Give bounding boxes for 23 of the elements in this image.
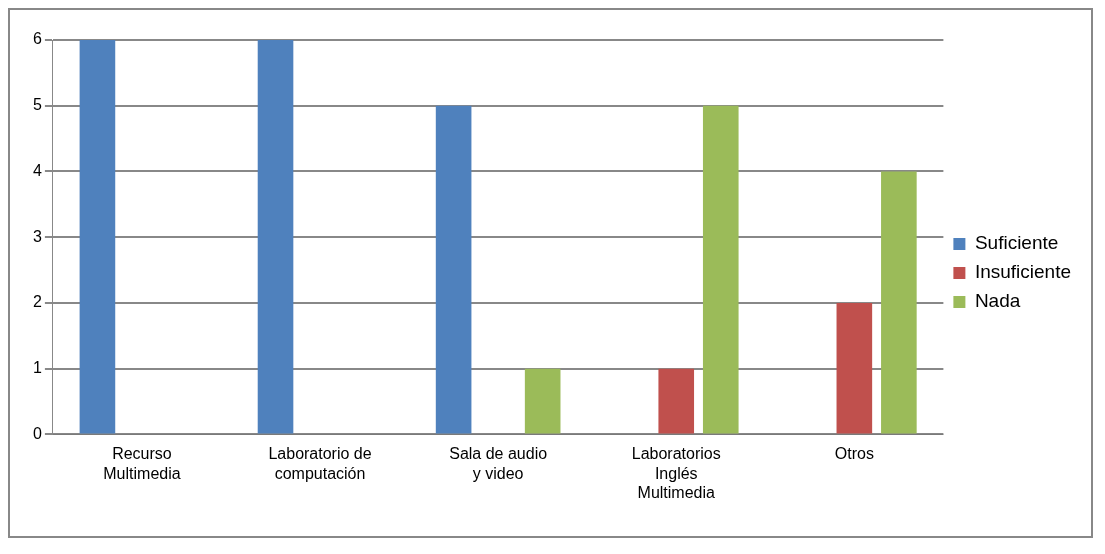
bar (257, 40, 294, 434)
bar (79, 40, 116, 434)
bar (435, 105, 472, 434)
legend-label: Insuficiente (974, 261, 1072, 283)
x-tick-label: Laboratorios Inglés Multimedia (631, 445, 721, 501)
bar (524, 368, 561, 434)
legend-label: Suficiente (974, 232, 1059, 254)
y-tick-label: 5 (32, 96, 42, 114)
y-tick-label: 6 (32, 30, 42, 48)
x-tick-label: Sala de audio y video (449, 445, 548, 482)
y-tick-label: 0 (32, 424, 42, 442)
bar (702, 105, 739, 434)
y-tick-label: 2 (32, 293, 42, 311)
y-tick-label: 4 (32, 161, 42, 179)
bar (836, 302, 873, 434)
x-tick-label: Otros (834, 445, 874, 463)
legend-label: Nada (974, 290, 1021, 312)
bar (658, 368, 695, 434)
y-tick-label: 3 (32, 227, 42, 245)
y-tick-label: 1 (32, 359, 42, 377)
x-tick-label: Laboratorio de computación (268, 445, 372, 482)
bar (881, 171, 917, 434)
x-tick-label: Recurso Multimedia (103, 445, 181, 482)
